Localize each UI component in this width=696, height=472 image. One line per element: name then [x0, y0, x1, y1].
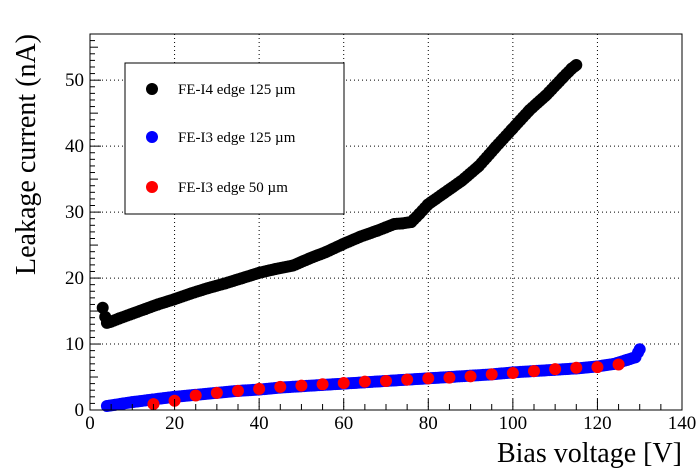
- data-point: [358, 375, 371, 388]
- y-tick-label: 50: [65, 70, 84, 91]
- grid-lines: [90, 34, 682, 410]
- data-point: [633, 343, 646, 356]
- x-tick-label: 120: [583, 413, 612, 434]
- data-point: [570, 361, 583, 374]
- axis-ticks: [89, 40, 683, 411]
- data-point: [232, 384, 244, 397]
- legend-box: [124, 62, 345, 215]
- x-tick-label: 100: [499, 413, 528, 434]
- y-tick-label: 30: [65, 202, 84, 223]
- x-tick-label: 40: [250, 413, 269, 434]
- data-point: [464, 370, 477, 383]
- y-tick-label: 40: [65, 136, 84, 157]
- data-point: [274, 380, 287, 393]
- data-point: [591, 361, 604, 374]
- data-point: [401, 373, 414, 386]
- data-point: [189, 389, 202, 402]
- legend-label-fe-i4-125: FE-I4 edge 125 µm: [178, 82, 296, 98]
- tick-labels: 0 20 40 60 80 100 120 140 0 10 20 30 40 50: [65, 70, 696, 434]
- x-axis-title: Bias voltage [V]: [497, 438, 682, 469]
- legend-marker-fe-i3-50: [146, 181, 158, 193]
- data-point: [337, 376, 350, 389]
- data-point: [295, 379, 308, 392]
- data-point: [549, 363, 562, 376]
- series-0: [96, 59, 583, 329]
- legend: FE-I4 edge 125 µm FE-I3 edge 125 µm FE-I…: [124, 62, 345, 215]
- y-tick-label: 20: [65, 268, 84, 289]
- y-tick-label: 0: [75, 400, 85, 421]
- data-point: [612, 358, 625, 371]
- y-tick-label: 10: [65, 334, 84, 355]
- legend-marker-fe-i3-125: [146, 131, 158, 143]
- data-point: [316, 378, 329, 391]
- x-tick-label: 20: [165, 413, 184, 434]
- y-axis-title: Leakage current (nA): [11, 34, 42, 275]
- legend-label-fe-i3-125: FE-I3 edge 125 µm: [178, 130, 296, 146]
- data-point: [210, 386, 223, 399]
- data-point: [96, 301, 109, 314]
- data-point: [570, 59, 583, 72]
- data-point: [528, 365, 540, 378]
- legend-label-fe-i3-50: FE-I3 edge 50 µm: [178, 180, 288, 196]
- data-point: [422, 372, 435, 385]
- data-point: [443, 371, 456, 384]
- data-point: [506, 367, 519, 380]
- legend-marker-fe-i4-125: [146, 83, 158, 95]
- data-point: [253, 382, 266, 395]
- data-point: [485, 368, 498, 381]
- x-tick-label: 80: [419, 413, 438, 434]
- data-points: [96, 59, 646, 413]
- x-tick-label: 0: [85, 413, 95, 434]
- data-point: [380, 374, 392, 387]
- x-tick-label: 140: [668, 413, 696, 434]
- x-tick-label: 60: [334, 413, 353, 434]
